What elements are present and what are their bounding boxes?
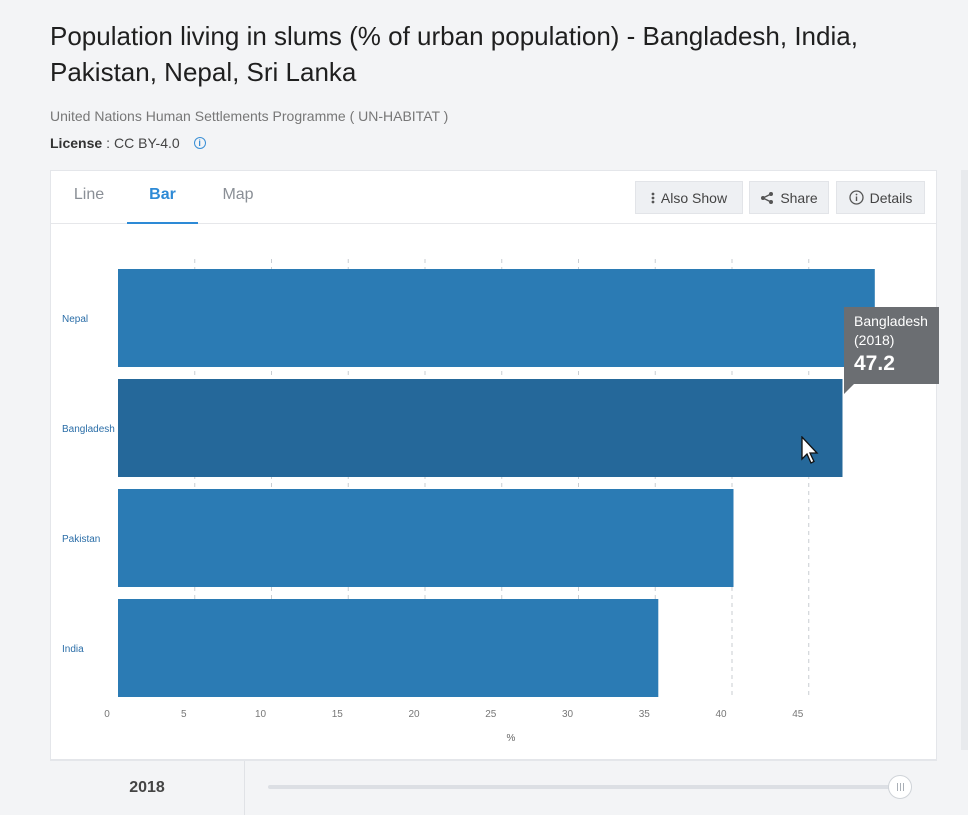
- tooltip-value: 47.2: [854, 352, 895, 375]
- mouse-cursor-icon: [801, 436, 819, 464]
- license-row: License : CC BY-4.0 i: [50, 135, 206, 151]
- license-value: CC BY-4.0: [114, 135, 180, 151]
- share-icon: [761, 191, 774, 204]
- x-tick-label: 30: [562, 709, 574, 720]
- timeline-bar: 2018: [50, 760, 937, 815]
- share-label: Share: [780, 189, 818, 206]
- tab-map[interactable]: Map: [222, 186, 254, 203]
- bar[interactable]: [118, 379, 843, 477]
- x-tick-label: 20: [408, 709, 420, 720]
- x-tick-label: 0: [104, 709, 110, 720]
- timeline-slider-track[interactable]: [268, 785, 908, 789]
- share-button[interactable]: Share: [749, 181, 829, 214]
- info-circle-icon: [848, 190, 864, 205]
- source-text[interactable]: United Nations Human Settlements Program…: [50, 108, 449, 124]
- tab-bar[interactable]: Bar: [127, 171, 198, 224]
- x-tick-label: 10: [255, 709, 267, 720]
- side-panel-edge: [961, 170, 968, 750]
- category-label: Nepal: [62, 314, 88, 325]
- info-icon[interactable]: i: [193, 137, 206, 149]
- bar-chart: Nepal Bangladesh Pakistan India 0 5 10 15 20 25 30…: [62, 259, 875, 744]
- chart-card: Line Bar Map Also Show Share Details Nep…: [50, 170, 939, 760]
- details-button[interactable]: Details: [836, 181, 925, 214]
- timeline-slider-thumb[interactable]: [888, 775, 912, 799]
- also-show-label: Also Show: [660, 189, 728, 206]
- bar[interactable]: [118, 489, 734, 587]
- tab-line[interactable]: Line: [73, 186, 105, 203]
- x-tick-label: 45: [792, 709, 804, 720]
- selected-year: 2018: [50, 761, 245, 815]
- tooltip-country: Bangladesh: [854, 313, 928, 329]
- category-label: Pakistan: [62, 534, 100, 545]
- x-tick-label: 5: [181, 709, 187, 720]
- tooltip-pointer: [844, 384, 854, 394]
- license-separator: :: [106, 135, 111, 151]
- bar[interactable]: [118, 599, 659, 697]
- page-title: Population living in slums (% of urban p…: [50, 21, 858, 87]
- x-tick-label: 25: [485, 709, 497, 720]
- tooltip: Bangladesh (2018) 47.2: [844, 307, 939, 394]
- tooltip-year: (2018): [854, 332, 895, 348]
- category-label: Bangladesh: [62, 424, 115, 435]
- x-tick-label: 40: [715, 709, 727, 720]
- x-axis-label: %: [507, 733, 516, 744]
- x-tick-label: 35: [639, 709, 651, 720]
- x-tick-label: 15: [332, 709, 344, 720]
- license-label: License: [50, 135, 103, 151]
- vertical-dots-icon: [651, 192, 655, 203]
- category-label: India: [62, 644, 84, 655]
- bar[interactable]: [118, 269, 875, 367]
- details-label: Details: [869, 189, 913, 206]
- also-show-button[interactable]: Also Show: [635, 181, 743, 214]
- view-tabs: Line Bar Map Also Show Share Details: [51, 171, 936, 224]
